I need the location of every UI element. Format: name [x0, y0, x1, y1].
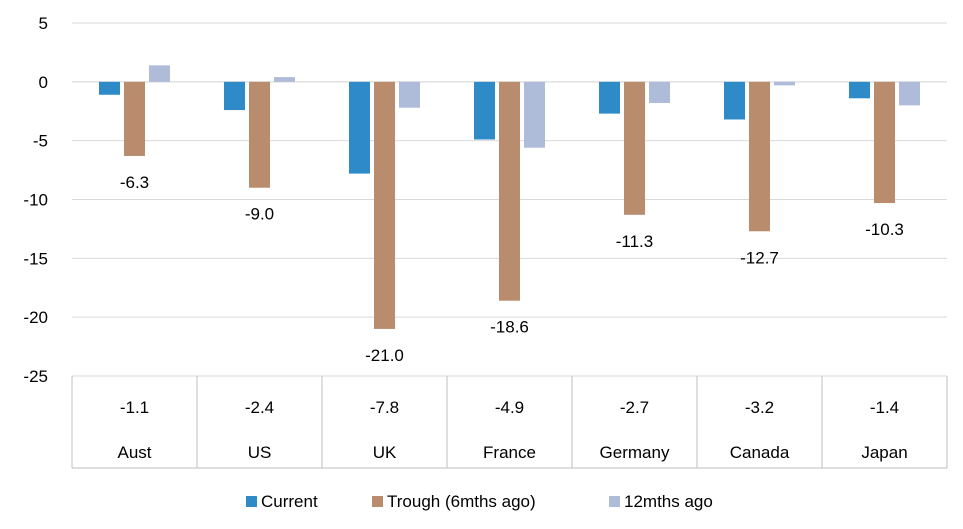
category-label-uk: UK — [373, 443, 397, 462]
y-tick-label: -25 — [23, 367, 48, 386]
bar-12mths-ago-france — [524, 81, 545, 148]
table-current-value-us: -2.4 — [245, 398, 274, 417]
y-tick-label: -15 — [23, 249, 48, 268]
y-tick-label: 0 — [39, 73, 48, 92]
bar-current-france — [474, 81, 495, 140]
data-label-trough-uk: -21.0 — [365, 346, 404, 365]
bar-12mths-ago-aust — [149, 65, 170, 82]
data-label-trough-germany: -11.3 — [616, 232, 654, 251]
legend-label-1: Trough (6mths ago) — [387, 492, 536, 511]
bar-current-us — [224, 81, 245, 111]
data-label-trough-aust: -6.3 — [120, 173, 149, 192]
table-current-value-japan: -1.4 — [870, 398, 899, 417]
category-label-us: US — [248, 443, 272, 462]
bar-trough-6mths-ago-us — [249, 81, 270, 188]
data-label-trough-japan: -10.3 — [865, 220, 904, 239]
bar-current-japan — [849, 81, 870, 99]
bar-current-canada — [724, 81, 745, 120]
bar-trough-6mths-ago-japan — [874, 81, 895, 204]
y-tick-label: -10 — [23, 191, 48, 210]
bar-12mths-ago-us — [274, 77, 295, 82]
y-axis-tick-labels: 5 0 -5 -10 -15 -20 -25 — [23, 14, 48, 386]
bar-trough-6mths-ago-france — [499, 81, 520, 301]
legend-swatch-0 — [246, 496, 257, 507]
bar-trough-6mths-ago-uk — [374, 81, 395, 329]
data-labels: -6.3 -9.0 -21.0 -18.6 -11.3 -12.7 -10.3 — [120, 173, 904, 365]
table-current-value-aust: -1.1 — [120, 398, 149, 417]
bar-12mths-ago-uk — [399, 81, 420, 108]
data-label-trough-us: -9.0 — [245, 205, 274, 224]
legend-label-2: 12mths ago — [624, 492, 713, 511]
category-label-canada: Canada — [730, 443, 790, 462]
category-label-france: France — [483, 443, 536, 462]
category-label-japan: Japan — [861, 443, 907, 462]
category-value-table: -1.1 Aust -2.4 US -7.8 UK -4.9 France -2.7 German… — [71, 376, 948, 469]
bar-12mths-ago-canada — [774, 81, 795, 86]
table-current-value-france: -4.9 — [495, 398, 524, 417]
bar-current-germany — [599, 81, 620, 114]
bar-12mths-ago-germany — [649, 81, 670, 104]
bars — [99, 65, 920, 329]
legend-swatch-2 — [609, 496, 620, 507]
legend: Current Trough (6mths ago) 12mths ago — [246, 492, 713, 511]
category-label-germany: Germany — [600, 443, 670, 462]
y-tick-label: 5 — [39, 14, 48, 33]
y-tick-label: -20 — [23, 308, 48, 327]
bar-trough-6mths-ago-aust — [124, 81, 145, 156]
legend-swatch-1 — [372, 496, 383, 507]
table-current-value-canada: -3.2 — [745, 398, 774, 417]
table-current-value-germany: -2.7 — [620, 398, 649, 417]
table-current-value-uk: -7.8 — [370, 398, 399, 417]
data-label-trough-france: -18.6 — [490, 318, 529, 337]
y-tick-label: -5 — [33, 132, 48, 151]
data-label-trough-canada: -12.7 — [740, 248, 779, 267]
bar-trough-6mths-ago-canada — [749, 81, 770, 232]
category-label-aust: Aust — [117, 443, 151, 462]
legend-label-0: Current — [261, 492, 318, 511]
bar-trough-6mths-ago-germany — [624, 81, 645, 215]
bar-current-aust — [99, 81, 120, 95]
bar-12mths-ago-japan — [899, 81, 920, 106]
bar-current-uk — [349, 81, 370, 174]
